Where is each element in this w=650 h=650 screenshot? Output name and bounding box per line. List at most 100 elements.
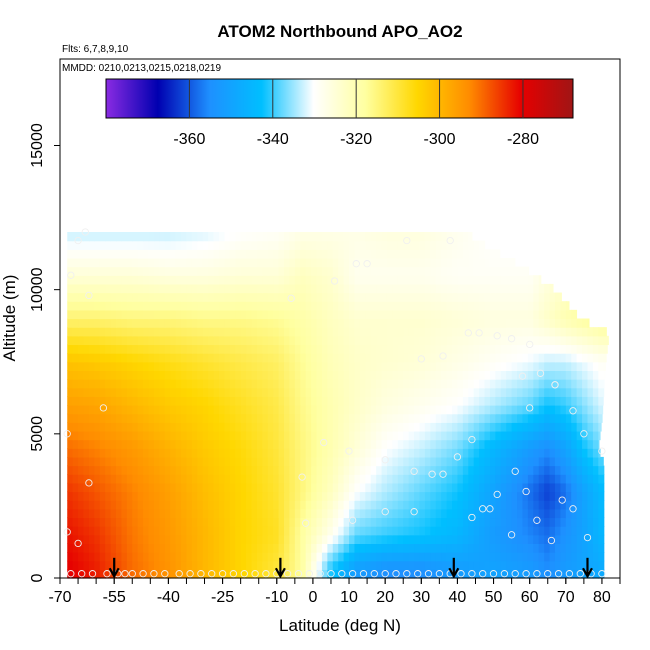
heatmap-cell: [143, 353, 150, 363]
heatmap-cell: [332, 396, 339, 406]
heatmap-cell: [397, 309, 404, 320]
heatmap-cell: [446, 379, 453, 389]
heatmap-cell: [554, 353, 561, 363]
heatmap-cell: [517, 405, 524, 415]
heatmap-cell: [191, 500, 198, 510]
heatmap-cell: [300, 552, 307, 562]
heatmap-cell: [99, 257, 106, 268]
heatmap-cell: [565, 301, 570, 311]
heatmap-cell: [262, 292, 269, 302]
heatmap-cell: [414, 560, 421, 570]
heatmap-cell: [430, 396, 437, 406]
heatmap-cell: [549, 405, 556, 415]
heatmap-cell: [457, 275, 464, 285]
heatmap-cell: [349, 301, 356, 311]
heatmap-cell: [554, 569, 561, 579]
heatmap-cell: [511, 396, 518, 406]
heatmap-cell: [419, 543, 426, 553]
heatmap-cell: [408, 534, 415, 544]
heatmap-cell: [229, 232, 236, 242]
heatmap-cell: [571, 361, 578, 371]
heatmap-cell: [582, 335, 589, 346]
heatmap-cell: [202, 283, 209, 294]
heatmap-cell: [462, 526, 469, 536]
sample-point: [330, 277, 339, 285]
heatmap-cell: [289, 456, 296, 467]
heatmap-cell: [538, 491, 545, 501]
heatmap-cell: [598, 543, 605, 553]
heatmap-cell: [473, 508, 480, 519]
heatmap-cell: [435, 482, 442, 493]
heatmap-cell: [592, 387, 599, 397]
heatmap-cell: [386, 318, 393, 328]
heatmap-cell: [549, 309, 556, 320]
heatmap-cell: [170, 396, 177, 406]
heatmap-cell: [587, 552, 594, 562]
heatmap-cell: [191, 283, 198, 294]
heatmap-cell: [544, 491, 551, 501]
heatmap-cell: [175, 240, 182, 250]
heatmap-cell: [191, 474, 198, 484]
heatmap-cell: [72, 560, 79, 570]
heatmap-cell: [218, 361, 225, 371]
heatmap-cell: [67, 240, 74, 250]
heatmap-cell: [430, 379, 437, 389]
heatmap-cell: [343, 353, 350, 363]
heatmap-cell: [365, 439, 372, 449]
heatmap-cell: [554, 370, 561, 380]
heatmap-cell: [72, 500, 79, 510]
heatmap-cell: [284, 379, 291, 389]
heatmap-cell: [121, 318, 128, 328]
heatmap-cell: [83, 266, 90, 276]
heatmap-cell: [137, 266, 144, 276]
heatmap-cell: [408, 379, 415, 389]
heatmap-cell: [522, 353, 529, 363]
heatmap-cell: [544, 361, 551, 371]
heatmap-cell: [598, 379, 605, 389]
heatmap-cell: [419, 560, 426, 570]
heatmap-cell: [148, 370, 155, 380]
heatmap-cell: [565, 560, 572, 570]
heatmap-cell: [533, 301, 540, 311]
heatmap-cell: [235, 266, 242, 276]
heatmap-cell: [305, 232, 312, 242]
heatmap-cell: [359, 569, 366, 579]
heatmap-cell: [408, 448, 415, 458]
heatmap-cell: [587, 482, 594, 493]
heatmap-cell: [468, 569, 475, 579]
colorbar-ticks: -360 -340 -320 -300 -280: [173, 79, 539, 148]
heatmap-cell: [191, 266, 198, 276]
x-axis: -70 -55 -40 -25 -10 0 10 20 30 40 50 60 70 80: [48, 578, 621, 606]
heatmap-cell: [468, 482, 475, 493]
heatmap-cell: [517, 543, 524, 553]
heatmap-cell: [78, 534, 85, 544]
heatmap-cell: [343, 526, 350, 536]
heatmap-cell: [164, 283, 171, 294]
heatmap-cell: [240, 413, 247, 423]
x-tick-label: 70: [557, 589, 575, 606]
heatmap-cell: [446, 405, 453, 415]
heatmap-cell: [186, 370, 193, 380]
heatmap-cell: [457, 292, 464, 302]
heatmap-cell: [116, 301, 123, 311]
heatmap-cell: [549, 335, 556, 346]
heatmap-cell: [311, 318, 318, 328]
heatmap-cell: [582, 361, 589, 371]
heatmap-cell: [533, 335, 540, 346]
sample-point: [526, 404, 534, 412]
heatmap-cell: [500, 257, 507, 268]
heatmap-cell: [284, 560, 291, 570]
heatmap-cell: [246, 534, 253, 544]
heatmap-cell: [365, 309, 372, 320]
heatmap-cell: [132, 327, 139, 337]
heatmap-cell: [83, 283, 90, 294]
heatmap-cell: [506, 500, 513, 510]
sample-point: [287, 294, 295, 302]
heatmap-cell: [349, 569, 356, 579]
heatmap-cell: [273, 292, 280, 302]
heatmap-cell: [294, 526, 301, 536]
heatmap-cell: [592, 405, 599, 415]
heatmap-cell: [116, 482, 123, 493]
heatmap-cell: [191, 318, 198, 328]
heatmap-cell: [218, 465, 225, 475]
